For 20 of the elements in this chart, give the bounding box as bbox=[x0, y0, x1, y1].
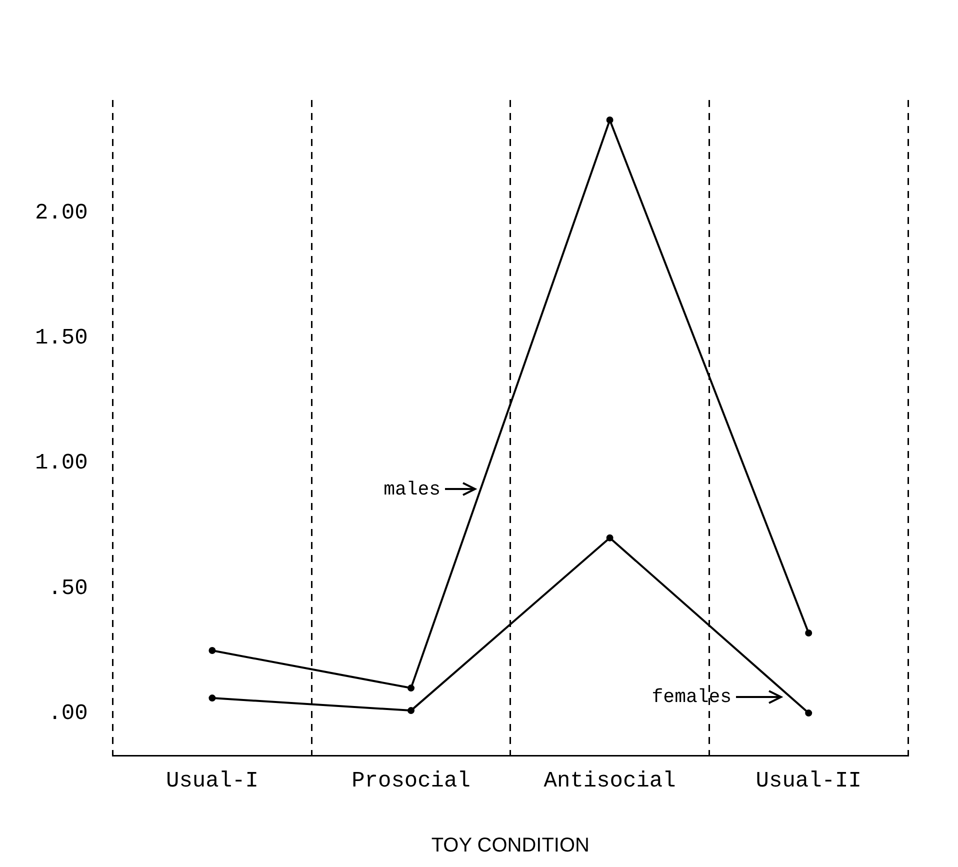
point bbox=[208, 694, 216, 702]
x-axis-title: TOY CONDITION bbox=[431, 834, 590, 857]
point bbox=[208, 647, 216, 654]
y-tick-label: 1.00 bbox=[34, 450, 88, 476]
point bbox=[408, 707, 415, 714]
x-tick-label: Antisocial bbox=[544, 768, 676, 794]
annotation: males bbox=[384, 478, 441, 500]
point bbox=[606, 116, 614, 124]
x-tick-label: Prosocial bbox=[352, 768, 470, 794]
point bbox=[606, 534, 614, 542]
y-tick-label: .00 bbox=[48, 700, 88, 726]
annotation: females bbox=[652, 686, 732, 708]
point bbox=[805, 710, 812, 717]
y-tick-label: 1.50 bbox=[34, 326, 88, 351]
y-tick-label: .50 bbox=[48, 576, 88, 601]
x-tick-label: Usual-II bbox=[756, 768, 862, 794]
x-tick-label: Usual-I bbox=[166, 768, 258, 794]
point bbox=[408, 684, 415, 692]
y-tick-label: 2.00 bbox=[34, 200, 88, 226]
point bbox=[805, 629, 812, 636]
